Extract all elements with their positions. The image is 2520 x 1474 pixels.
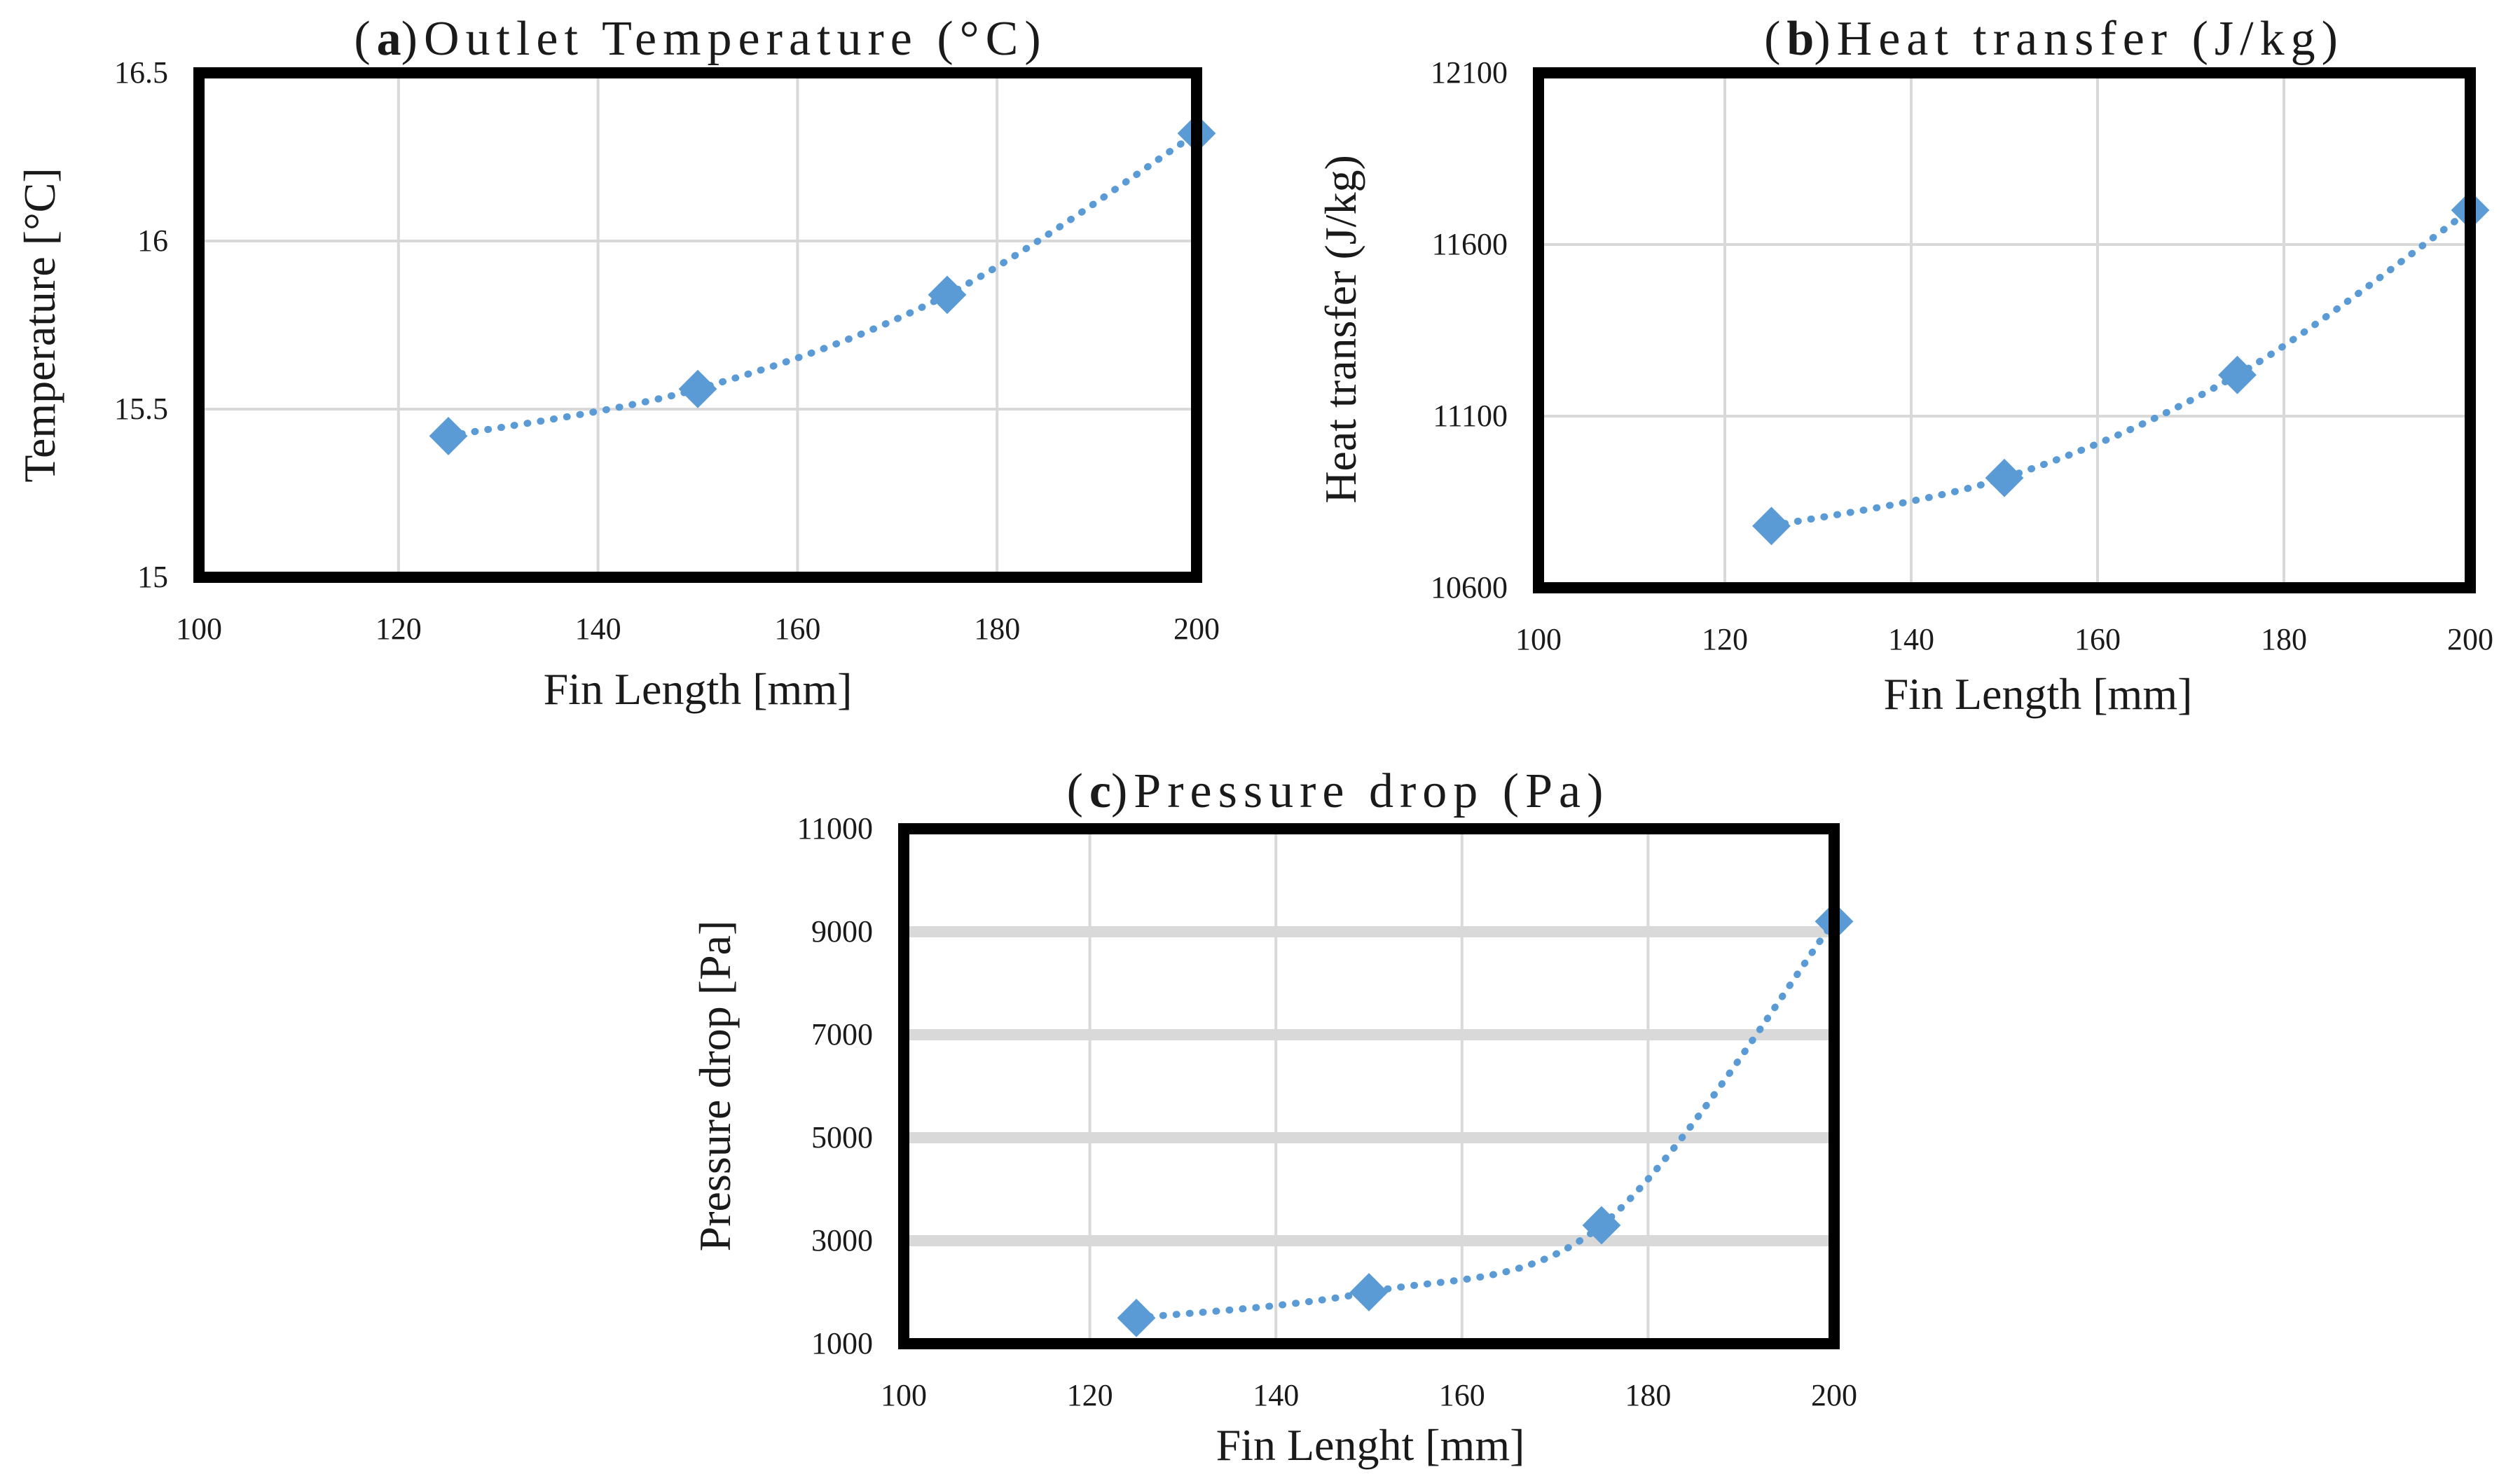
- chart-c-data-point: [1349, 1273, 1389, 1311]
- chart-b-x-tick-label: 120: [1702, 622, 1748, 656]
- chart-c-x-tick-label: 140: [1253, 1378, 1299, 1412]
- chart-a-x-tick-label: 200: [1173, 612, 1220, 646]
- chart-a-x-tick-label: 180: [974, 612, 1020, 646]
- chart-c-y-tick-label: 1000: [811, 1326, 873, 1361]
- chart-c-y-tick-label: 5000: [811, 1120, 873, 1155]
- chart-b-y-ticks: 10600 11100 11600 12100: [1431, 55, 1508, 605]
- chart-b-gridlines: [1538, 73, 2470, 588]
- chart-a-y-tick-label: 16: [137, 223, 168, 258]
- chart-c-data-point: [1582, 1206, 1621, 1245]
- chart-b-x-tick-label: 100: [1515, 622, 1562, 656]
- chart-b-plot-frame: [1533, 67, 2476, 593]
- chart-b-x-axis-label: Fin Length [mm]: [1884, 669, 2193, 719]
- chart-a-x-axis-label: Fin Length [mm]: [544, 664, 853, 714]
- chart-c-plot-frame: [898, 823, 1840, 1349]
- chart-a-markers: [429, 113, 1216, 455]
- chart-b-data-point: [1985, 458, 2024, 497]
- chart-a-x-tick-label: 100: [176, 612, 222, 646]
- chart-b-y-tick-label: 10600: [1431, 570, 1508, 605]
- chart-b-x-tick-label: 140: [1888, 622, 1934, 656]
- chart-c-y-tick-label: 11000: [797, 811, 873, 846]
- chart-b-y-tick-label: 11100: [1433, 399, 1508, 433]
- chart-b-title: (b)Heat transfer (J/kg): [1764, 12, 2344, 66]
- chart-c-x-ticks: 100 120 140 160 180 200: [881, 1378, 1857, 1412]
- chart-a-x-tick-label: 140: [575, 612, 621, 646]
- chart-c-gridlines: [904, 829, 1834, 1344]
- chart-b: (b)Heat transfer (J/kg) 100 120 140 160 180 2…: [1316, 12, 2493, 719]
- chart-b-x-tick-label: 200: [2447, 622, 2493, 656]
- chart-c-y-tick-label: 7000: [811, 1017, 873, 1052]
- chart-a-data-point: [928, 275, 967, 315]
- chart-a-series-path: [445, 130, 1200, 440]
- chart-b-y-tick-label: 11600: [1432, 227, 1508, 261]
- chart-a-y-tick-label: 15: [137, 560, 168, 594]
- chart-a-data-point: [429, 416, 468, 455]
- chart-b-y-axis-label: Heat transfer (J/kg): [1316, 155, 1365, 504]
- chart-a-x-tick-label: 160: [774, 612, 820, 646]
- chart-c-y-ticks: 1000 3000 5000 7000 9000 11000: [797, 811, 873, 1361]
- chart-a-title: (a)Outlet Temperature (°C): [354, 12, 1047, 66]
- chart-a-data-point: [678, 369, 717, 408]
- chart-c: (c)Pressure drop (Pa) 100 120 140 160 180 200…: [690, 764, 1857, 1470]
- chart-a-plot-frame: [193, 67, 1202, 583]
- chart-b-series-line: [1768, 207, 2474, 530]
- chart-c-y-axis-label: Pressure drop [Pa]: [690, 921, 740, 1252]
- chart-b-x-tick-label: 160: [2074, 622, 2121, 656]
- chart-c-y-tick-label: 3000: [811, 1223, 873, 1258]
- chart-c-x-tick-label: 120: [1067, 1378, 1113, 1412]
- chart-c-y-tick-label: 9000: [811, 914, 873, 949]
- chart-a-x-ticks: 100 120 140 160 180 200: [176, 612, 1220, 646]
- chart-b-series-path: [1768, 207, 2474, 530]
- chart-c-markers: [1117, 902, 1854, 1337]
- chart-c-x-tick-label: 180: [1625, 1378, 1671, 1412]
- chart-b-data-point: [2218, 355, 2257, 394]
- chart-c-x-tick-label: 160: [1439, 1378, 1485, 1412]
- chart-b-x-tick-label: 180: [2261, 622, 2307, 656]
- chart-a-y-tick-label: 16.5: [114, 55, 168, 90]
- chart-a-series-line: [445, 130, 1200, 440]
- chart-c-data-point: [1117, 1298, 1156, 1337]
- chart-c-x-tick-label: 200: [1811, 1378, 1857, 1412]
- chart-a: (a)Outlet Temperature (°C) 100 120 140 160 1…: [15, 12, 1220, 714]
- chart-c-series-path: [1133, 918, 1838, 1322]
- chart-c-x-tick-label: 100: [881, 1378, 927, 1412]
- chart-b-data-point: [1752, 507, 1791, 546]
- chart-b-x-ticks: 100 120 140 160 180 200: [1515, 622, 2493, 656]
- chart-a-y-axis-label: Temperature [°C]: [15, 167, 64, 482]
- chart-a-y-tick-label: 15.5: [114, 392, 168, 426]
- chart-a-x-tick-label: 120: [376, 612, 422, 646]
- chart-c-series-line: [1133, 918, 1838, 1322]
- chart-a-y-ticks: 15 15.5 16 16.5: [114, 55, 168, 594]
- chart-b-y-tick-label: 12100: [1431, 55, 1508, 90]
- chart-c-title: (c)Pressure drop (Pa): [1067, 764, 1610, 818]
- chart-a-gridlines: [199, 73, 1197, 577]
- chart-c-x-axis-label: Fin Lenght [mm]: [1216, 1420, 1525, 1470]
